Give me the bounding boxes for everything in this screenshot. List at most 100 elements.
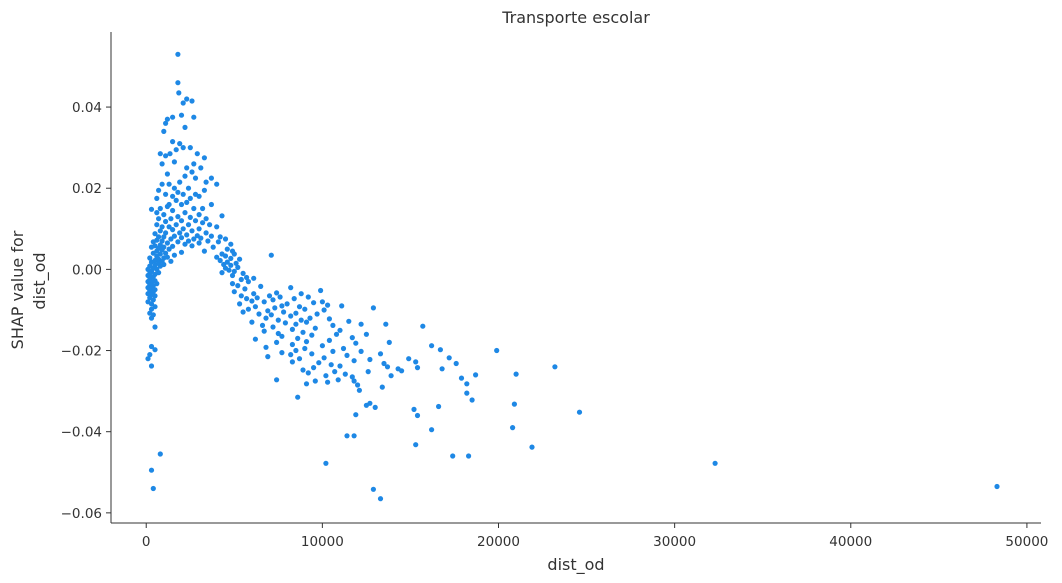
- data-point: [217, 257, 223, 264]
- data-point: [233, 260, 239, 266]
- data-point: [180, 191, 186, 197]
- data-point: [383, 321, 389, 327]
- data-point: [231, 289, 237, 295]
- data-point: [147, 352, 153, 358]
- data-point: [189, 228, 195, 234]
- y-axis-ticks: −0.06 −0.04 −0.02 0.00 0.02 0.04: [61, 100, 111, 522]
- data-point: [381, 360, 387, 367]
- data-point: [466, 453, 472, 459]
- data-point: [170, 207, 176, 214]
- data-point: [161, 128, 167, 134]
- y-axis-label-line-1: SHAP value for: [8, 230, 27, 349]
- data-point: [187, 195, 193, 201]
- data-point: [509, 425, 516, 431]
- data-point: [150, 250, 156, 256]
- data-point: [312, 325, 318, 331]
- data-point: [293, 321, 299, 327]
- data-point: [469, 397, 475, 403]
- data-point: [270, 297, 276, 303]
- x-tick-label: 10000: [301, 534, 344, 550]
- data-point: [222, 236, 229, 242]
- data-point: [217, 234, 223, 240]
- data-point: [274, 290, 280, 296]
- data-point: [330, 322, 336, 328]
- data-point: [196, 212, 202, 218]
- data-point: [180, 100, 186, 106]
- data-point: [309, 351, 315, 357]
- data-point: [185, 185, 192, 191]
- data-point: [214, 181, 220, 187]
- data-point: [166, 224, 172, 230]
- data-point: [494, 347, 500, 354]
- data-point: [173, 197, 179, 203]
- data-point: [176, 90, 182, 96]
- data-point: [252, 304, 258, 310]
- data-point: [388, 373, 394, 379]
- x-tick-label: 40000: [829, 534, 872, 550]
- data-point: [261, 328, 267, 334]
- data-point: [275, 317, 281, 323]
- data-point: [302, 345, 308, 352]
- data-point: [198, 165, 204, 171]
- data-point: [187, 145, 193, 151]
- data-point: [251, 291, 257, 297]
- data-point: [994, 483, 1000, 490]
- data-point: [284, 301, 290, 307]
- data-point: [356, 387, 362, 393]
- data-point: [164, 240, 170, 246]
- data-point: [325, 302, 331, 308]
- data-point: [175, 189, 181, 195]
- data-point: [244, 274, 250, 281]
- data-point: [147, 255, 153, 261]
- data-point: [228, 262, 234, 268]
- data-point: [189, 169, 195, 175]
- data-point: [458, 375, 465, 381]
- data-point: [182, 173, 188, 179]
- data-point: [254, 295, 260, 301]
- data-point: [337, 327, 343, 333]
- x-tick-label: 50000: [1005, 534, 1048, 550]
- data-point: [152, 231, 158, 237]
- data-point: [279, 333, 285, 339]
- data-point: [279, 303, 285, 309]
- data-point: [180, 226, 186, 232]
- chart-title: Transporte escolar: [501, 8, 650, 27]
- data-point: [289, 359, 295, 365]
- data-point: [196, 226, 202, 232]
- data-point: [161, 212, 167, 218]
- data-point: [229, 272, 236, 279]
- data-point: [228, 241, 234, 247]
- data-point: [296, 356, 303, 362]
- data-point: [268, 252, 274, 258]
- data-point: [256, 311, 262, 317]
- data-point: [511, 401, 517, 407]
- data-point: [312, 378, 318, 384]
- data-point: [238, 293, 244, 299]
- data-point: [245, 279, 251, 285]
- data-point: [446, 355, 452, 361]
- data-point: [170, 243, 176, 249]
- data-point: [171, 252, 177, 258]
- data-point: [279, 350, 285, 356]
- data-point: [191, 161, 197, 167]
- data-point: [189, 98, 195, 104]
- data-point: [231, 268, 237, 274]
- data-point: [318, 287, 324, 294]
- data-point: [163, 120, 169, 126]
- data-point: [295, 335, 301, 341]
- data-point: [314, 311, 320, 317]
- data-point: [222, 253, 229, 259]
- data-point: [305, 370, 311, 376]
- data-point: [170, 114, 176, 120]
- data-point: [251, 275, 257, 281]
- data-point: [235, 283, 241, 289]
- data-point: [384, 364, 391, 370]
- data-point: [159, 224, 165, 230]
- data-point: [203, 230, 209, 236]
- data-point: [411, 406, 417, 412]
- x-tick-label: 20000: [477, 534, 520, 550]
- data-point: [196, 240, 202, 246]
- data-point: [175, 214, 181, 220]
- data-point: [266, 293, 273, 299]
- data-point: [173, 222, 179, 228]
